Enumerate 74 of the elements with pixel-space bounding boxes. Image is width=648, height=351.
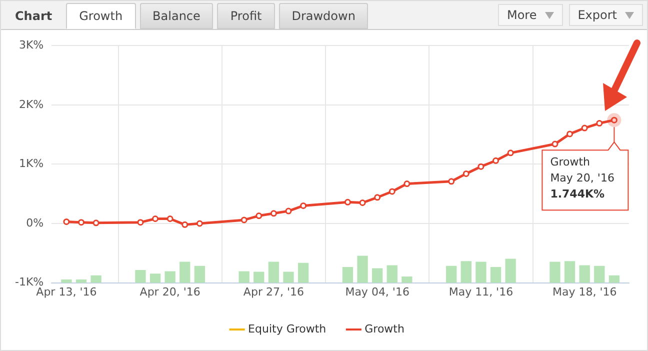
point <box>388 188 396 195</box>
bar <box>180 262 190 283</box>
y-tick-label: 0% <box>26 216 44 230</box>
bar <box>135 270 146 283</box>
legend-label: Equity Growth <box>248 322 326 336</box>
bar <box>594 266 605 283</box>
text: Profit <box>217 3 275 29</box>
text: Export <box>578 8 617 22</box>
bar <box>446 266 457 283</box>
point <box>374 194 381 201</box>
point <box>448 178 455 185</box>
bar <box>476 262 486 283</box>
bar <box>90 275 102 283</box>
bar <box>460 261 472 283</box>
point <box>256 212 262 220</box>
bar <box>550 262 560 283</box>
point <box>137 219 144 226</box>
x-tick-label: May 18, '16 <box>552 285 617 298</box>
point <box>196 220 203 227</box>
x-tick-label: May 04, '16 <box>345 285 410 298</box>
bar <box>76 280 87 283</box>
bar <box>608 275 620 283</box>
chart-title: Chart <box>15 9 52 25</box>
bar <box>490 267 502 283</box>
bar <box>61 280 72 283</box>
x-tick-label: May 11, '16 <box>448 285 514 298</box>
point <box>166 216 174 222</box>
text: More <box>506 8 537 22</box>
point <box>596 120 603 127</box>
point <box>507 150 514 156</box>
point <box>285 208 292 214</box>
bar <box>579 265 590 283</box>
y-tick-label: 1K% <box>18 157 44 170</box>
point <box>581 124 588 132</box>
bar <box>194 266 206 283</box>
text: Growth <box>66 3 136 29</box>
bar <box>564 261 576 283</box>
point <box>404 180 410 188</box>
point <box>92 220 100 226</box>
y-tick-label: 3K% <box>18 38 44 52</box>
point <box>300 202 307 209</box>
bar <box>164 271 176 283</box>
point <box>359 199 366 206</box>
point <box>344 198 351 206</box>
bar <box>372 268 383 283</box>
y-tick-label: 2K% <box>18 98 44 111</box>
bar <box>238 271 250 283</box>
x-tick-label: Apr 20, '16 <box>140 285 200 298</box>
bar <box>357 256 368 283</box>
bar <box>283 272 294 283</box>
point <box>152 216 159 222</box>
bar <box>505 258 516 283</box>
point <box>462 170 470 177</box>
point <box>478 163 484 170</box>
point <box>552 140 558 148</box>
bar <box>150 274 161 283</box>
point <box>492 157 500 164</box>
annotation: Growth May 20, '16 1.744K% <box>550 155 614 200</box>
text: Drawdown <box>278 3 368 29</box>
x-tick-label: Apr 27, '16 <box>243 285 304 298</box>
bar <box>386 265 398 283</box>
point <box>78 219 84 226</box>
legend-label: Growth <box>364 322 404 336</box>
point <box>566 130 574 138</box>
point <box>240 216 248 224</box>
bar <box>254 272 264 283</box>
text: Balance <box>140 3 214 29</box>
bar <box>298 262 309 283</box>
bar <box>402 276 412 283</box>
point <box>63 218 70 225</box>
bar <box>268 262 280 283</box>
point <box>182 221 188 228</box>
bar <box>342 267 354 283</box>
point <box>270 210 277 217</box>
